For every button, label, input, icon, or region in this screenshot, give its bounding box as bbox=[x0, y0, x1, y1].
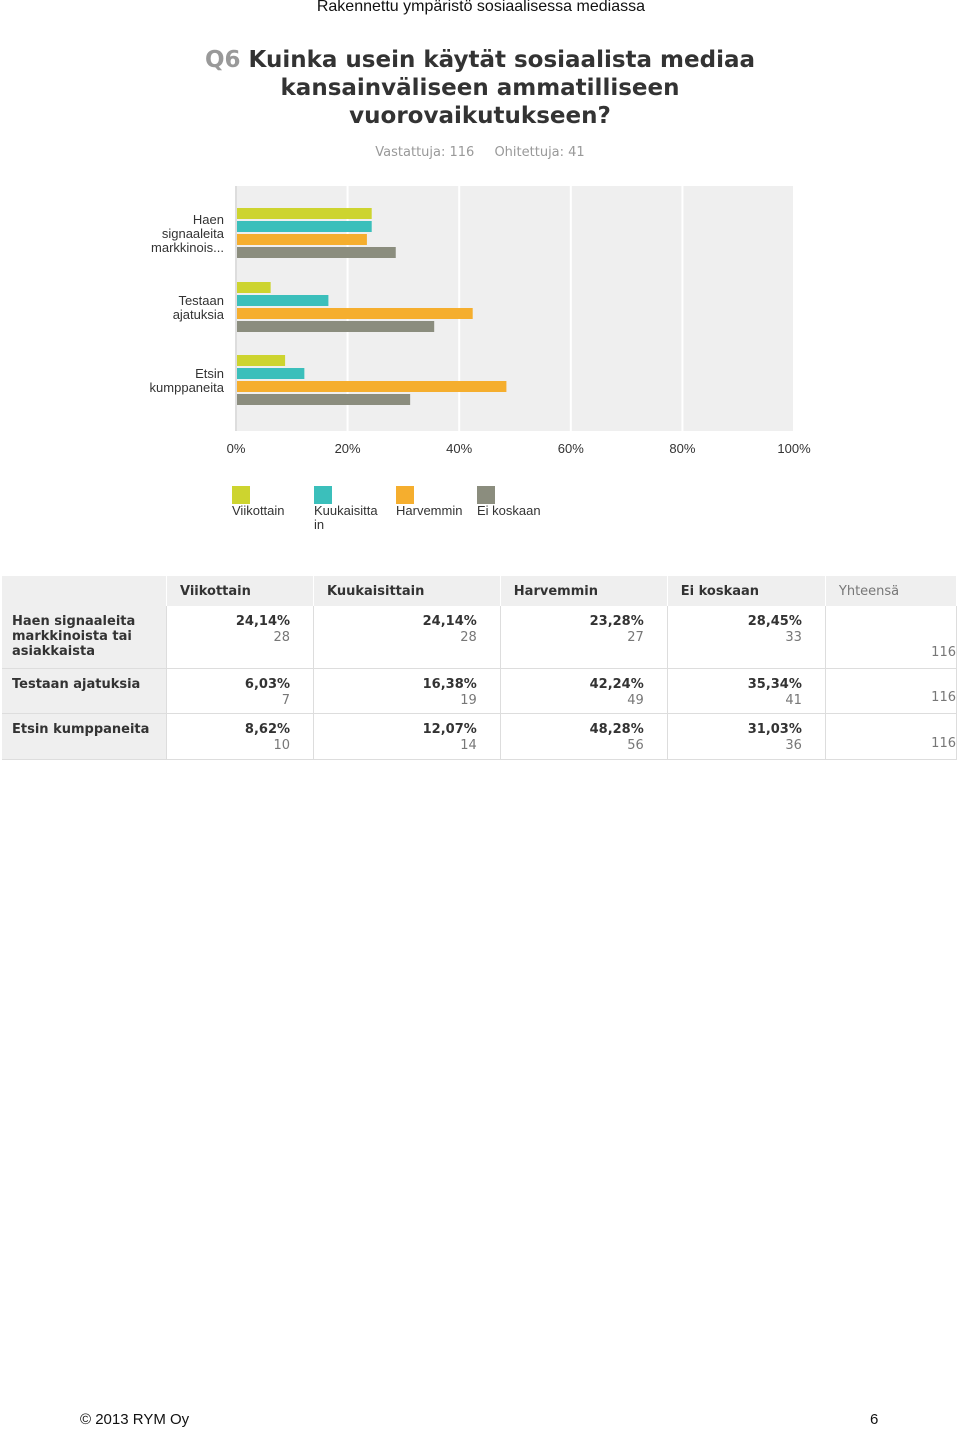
table-cell: 42,24% 49 bbox=[500, 668, 668, 714]
bar bbox=[237, 368, 305, 379]
category-label: Etsin kumppaneita bbox=[150, 366, 225, 395]
table-row-label: Etsin kumppaneita bbox=[2, 713, 167, 760]
response-counts: Vastattuja: 116 Ohitettuja: 41 bbox=[0, 145, 960, 160]
table-header-total: Yhteensä bbox=[825, 576, 958, 606]
table-row-total: 116 bbox=[825, 606, 958, 669]
table-header-ei-koskaan: Ei koskaan bbox=[667, 576, 826, 606]
cell-percent: 6,03% bbox=[244, 676, 291, 692]
cell-percent: 24,14% bbox=[422, 614, 477, 629]
legend-swatch bbox=[477, 486, 495, 504]
table-row-label: Haen signaaleita markkinoista tai asiakk… bbox=[2, 606, 167, 669]
table-row-label: Testaan ajatuksia bbox=[2, 668, 167, 714]
bar bbox=[237, 394, 411, 405]
bar-chart: 0% 20% 40% 60% 80% 100% Haen signaaleita markkin… bbox=[150, 186, 811, 456]
legend-item: Kuukaisitta in bbox=[314, 486, 394, 532]
table-cell: 28,45% 33 bbox=[667, 606, 826, 669]
table-header-viikottain: Viikottain bbox=[166, 576, 315, 606]
table-row: Testaan ajatuksia 6,03% 7 16,38% 19 42,24% 49 3… bbox=[2, 668, 958, 714]
cell-percent: 16,38% bbox=[422, 676, 477, 692]
table-header-harvemmin: Harvemmin bbox=[500, 576, 668, 606]
cell-percent: 48,28% bbox=[589, 721, 644, 737]
cell-count: 27 bbox=[627, 630, 644, 645]
x-tick-label: 80% bbox=[669, 441, 695, 456]
bar bbox=[237, 282, 271, 293]
x-tick-label: 20% bbox=[335, 441, 361, 456]
skipped-count: Ohitettuja: 41 bbox=[494, 145, 585, 160]
table-header-kuukaisittain: Kuukaisittain bbox=[313, 576, 501, 606]
x-tick-label: 100% bbox=[777, 441, 811, 456]
x-tick-label: 0% bbox=[227, 441, 246, 456]
cell-count: 41 bbox=[785, 692, 802, 708]
cell-count: 28 bbox=[460, 630, 477, 645]
legend-item: Viikottain bbox=[232, 486, 312, 518]
table-header-row: Viikottain Kuukaisittain Harvemmin Ei ko… bbox=[2, 576, 958, 606]
legend-swatch bbox=[396, 486, 414, 504]
footer-page-number: 6 bbox=[870, 1411, 879, 1428]
category-label: Testaan ajatuksia bbox=[173, 293, 225, 322]
table-cell: 31,03% 36 bbox=[667, 713, 826, 760]
table-cell: 16,38% 19 bbox=[313, 668, 501, 714]
cell-count: 33 bbox=[785, 630, 802, 645]
cell-count: 14 bbox=[460, 737, 477, 753]
table-cell: 6,03% 7 bbox=[166, 668, 315, 714]
bar bbox=[237, 308, 473, 319]
table-cell: 35,34% 41 bbox=[667, 668, 826, 714]
cell-percent: 24,14% bbox=[235, 614, 291, 629]
answered-count: Vastattuja: 116 bbox=[375, 145, 475, 160]
legend-label: Kuukaisitta in bbox=[314, 503, 378, 532]
cell-count: 10 bbox=[273, 737, 291, 753]
x-tick-label: 60% bbox=[558, 441, 584, 456]
cell-percent: 12,07% bbox=[422, 721, 477, 737]
table-row: Etsin kumppaneita 8,62% 10 12,07% 14 48,28% 56… bbox=[2, 713, 958, 760]
legend-label: Ei koskaan bbox=[477, 503, 541, 518]
legend-label: Harvemmin bbox=[396, 503, 463, 518]
cell-percent: 31,03% bbox=[747, 721, 802, 737]
bar bbox=[237, 355, 286, 366]
bar bbox=[237, 208, 372, 219]
cell-count: 36 bbox=[785, 737, 802, 753]
table-cell: 48,28% 56 bbox=[500, 713, 668, 760]
table-cell: 23,28% 27 bbox=[500, 606, 668, 669]
table-row-total: 116 bbox=[825, 713, 958, 760]
results-table: Viikottain Kuukaisittain Harvemmin Ei ko… bbox=[2, 576, 958, 760]
legend-swatch bbox=[314, 486, 332, 504]
question-title: Q6 Kuinka usein käytät sosiaalista media… bbox=[200, 46, 760, 130]
legend-label: Viikottain bbox=[232, 503, 285, 518]
cell-count: 19 bbox=[460, 692, 477, 708]
cell-count: 7 bbox=[281, 692, 291, 708]
table-row: Haen signaaleita markkinoista tai asiakk… bbox=[2, 606, 958, 669]
bar bbox=[237, 295, 329, 306]
cell-percent: 42,24% bbox=[589, 676, 644, 692]
legend-swatch bbox=[232, 486, 250, 504]
cell-count: 49 bbox=[627, 692, 644, 708]
question-number: Q6 bbox=[204, 47, 241, 73]
category-label: Haen signaaleita markkinois... bbox=[151, 212, 225, 255]
table-cell: 8,62% 10 bbox=[166, 713, 315, 760]
table-corner-cell bbox=[2, 576, 167, 606]
table-cell: 12,07% 14 bbox=[313, 713, 501, 760]
cell-percent: 23,28% bbox=[589, 614, 644, 629]
cell-percent: 8,62% bbox=[244, 721, 291, 737]
table-cell: 24,14% 28 bbox=[313, 606, 501, 669]
question-text: Kuinka usein käytät sosiaalista mediaa k… bbox=[248, 47, 756, 129]
bar bbox=[237, 321, 435, 332]
cell-count: 56 bbox=[627, 737, 644, 753]
table-row-total: 116 bbox=[825, 668, 958, 714]
cell-percent: 28,45% bbox=[747, 614, 802, 629]
footer-copyright: © 2013 RYM Oy bbox=[80, 1411, 190, 1428]
bar bbox=[237, 221, 372, 232]
table-cell: 24,14% 28 bbox=[166, 606, 315, 669]
legend-item: Harvemmin bbox=[396, 486, 476, 518]
bar bbox=[237, 381, 507, 392]
x-tick-label: 40% bbox=[446, 441, 472, 456]
bar bbox=[237, 234, 367, 245]
cell-percent: 35,34% bbox=[747, 676, 802, 692]
cell-count: 28 bbox=[273, 630, 291, 645]
bar bbox=[237, 247, 396, 258]
report-title: Rakennettu ympäristö sosiaalisessa media… bbox=[316, 0, 645, 15]
legend-item: Ei koskaan bbox=[477, 486, 557, 518]
